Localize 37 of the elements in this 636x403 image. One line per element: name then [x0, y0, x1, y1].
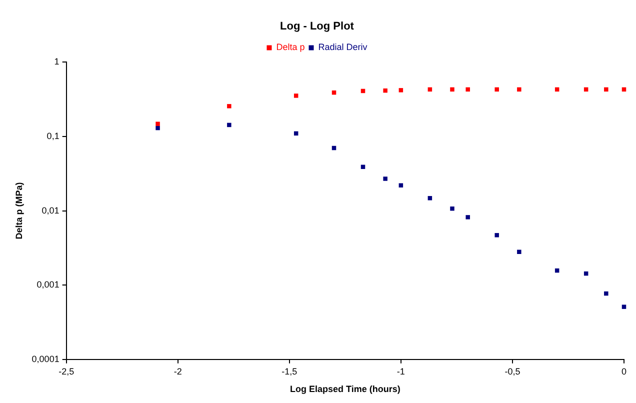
x-tick-label: -2,5	[58, 366, 74, 376]
legend-label: Radial Deriv	[318, 42, 368, 52]
y-tick-label: 0,0001	[32, 354, 60, 364]
point	[494, 233, 499, 238]
x-axis-title: Log Elapsed Time (hours)	[290, 384, 400, 394]
point	[383, 176, 388, 181]
point	[450, 206, 454, 211]
y-tick-label: 0,001	[36, 280, 60, 290]
x-tick-label: -1,5	[282, 366, 298, 376]
point	[466, 215, 470, 220]
point	[622, 304, 626, 309]
chart-title: Log - Log Plot	[280, 20, 354, 33]
point	[494, 87, 499, 92]
point	[156, 122, 160, 126]
point	[450, 87, 454, 92]
y-axis-title: Delta p (MPa)	[14, 182, 24, 240]
point	[383, 88, 388, 93]
y-tick-label: 1	[54, 56, 60, 67]
point	[517, 87, 522, 92]
x-tick-label: -2	[174, 366, 182, 376]
y-tick-label: 0,1	[46, 130, 60, 141]
point	[517, 250, 522, 254]
point	[227, 104, 232, 108]
point	[604, 291, 608, 296]
y-tick-label: 0,01	[42, 205, 60, 216]
point	[428, 196, 432, 200]
point	[294, 94, 298, 98]
x-tick-label: 0	[621, 366, 627, 376]
point	[398, 183, 404, 188]
legend-label: Delta p	[276, 42, 305, 52]
x-tick-label: -1	[396, 366, 405, 376]
x-tick-label: -0,5	[504, 366, 520, 376]
point	[227, 122, 232, 128]
point	[466, 87, 470, 92]
point	[398, 88, 404, 92]
point	[604, 87, 608, 92]
point	[156, 126, 160, 130]
